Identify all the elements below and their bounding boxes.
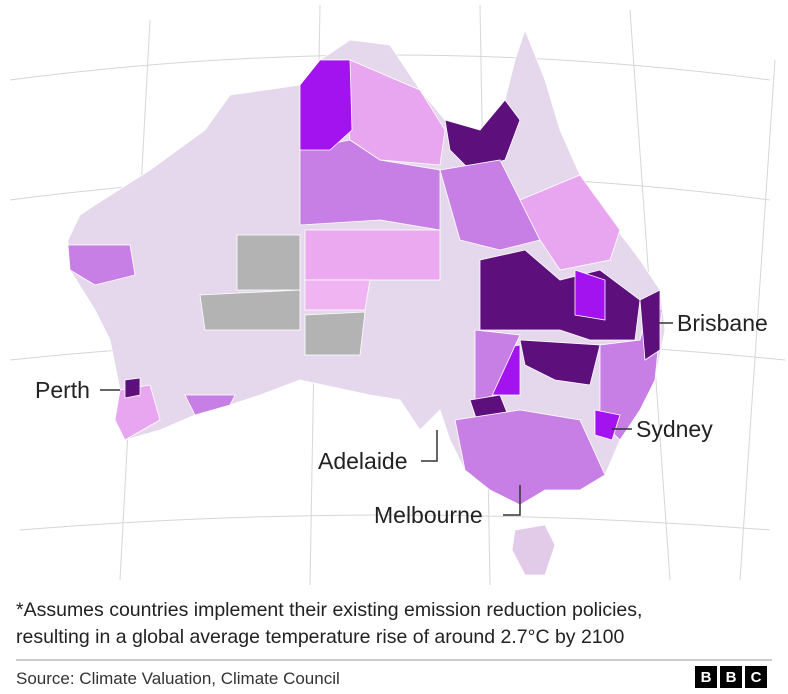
regions [67, 28, 666, 576]
region [454, 409, 606, 506]
region [594, 409, 621, 441]
logo-letter: B [726, 669, 737, 686]
bbc-logo: B B C [695, 666, 767, 688]
region [199, 289, 301, 331]
graticule-line [739, 59, 776, 581]
city-label: Brisbane [677, 310, 768, 336]
source: Source: Climate Valuation, Climate Counc… [16, 669, 340, 688]
city-label: Adelaide [318, 448, 408, 474]
region [304, 311, 366, 356]
footnote: resulting in a global average temperatur… [16, 626, 624, 648]
region [236, 234, 301, 291]
region [304, 229, 441, 281]
logo-box [720, 666, 742, 688]
logo-box [745, 666, 767, 688]
leader-lines [100, 322, 673, 516]
leader-line [503, 485, 521, 516]
region [519, 339, 601, 386]
region [184, 394, 236, 416]
region [444, 99, 521, 171]
region [114, 384, 161, 441]
region [124, 377, 141, 399]
footnote: *Assumes countries implement their exist… [16, 599, 642, 621]
region [299, 59, 353, 151]
city-label: Melbourne [374, 502, 483, 528]
leader-line [421, 430, 438, 462]
region [519, 174, 621, 271]
city-label: Perth [35, 377, 90, 403]
region [639, 289, 661, 361]
logo-letter: B [701, 669, 712, 686]
region [574, 269, 606, 321]
region [304, 279, 371, 311]
region [67, 244, 136, 286]
city-label: Sydney [636, 416, 713, 442]
logo-letter: C [751, 669, 762, 686]
graticule-line [19, 514, 771, 531]
logo-box [695, 666, 717, 688]
tasmania [511, 524, 556, 576]
